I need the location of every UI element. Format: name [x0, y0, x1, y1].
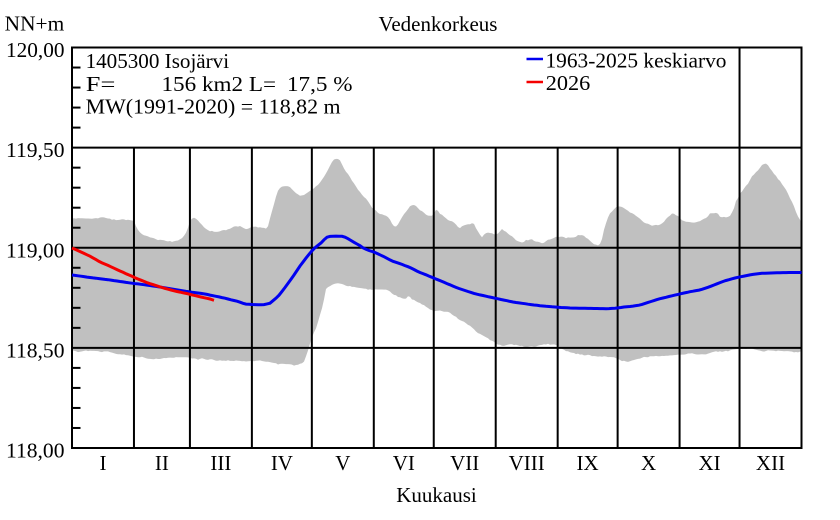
svg-text:120,00: 120,00 — [6, 38, 65, 62]
svg-text:1963-2025 keskiarvo: 1963-2025 keskiarvo — [546, 48, 727, 72]
svg-text:X: X — [641, 451, 656, 475]
svg-text:VII: VII — [450, 451, 479, 475]
svg-text:III: III — [210, 451, 231, 475]
svg-text:118,50: 118,50 — [6, 339, 65, 363]
svg-text:NN+m: NN+m — [5, 12, 64, 36]
svg-text:V: V — [335, 451, 350, 475]
svg-text:XII: XII — [756, 451, 785, 475]
svg-text:II: II — [155, 451, 169, 475]
svg-text:2026: 2026 — [546, 71, 591, 95]
svg-text:IV: IV — [271, 451, 293, 475]
svg-text:119,00: 119,00 — [6, 238, 65, 262]
svg-text:119,50: 119,50 — [6, 138, 65, 162]
svg-text:Vedenkorkeus: Vedenkorkeus — [379, 12, 498, 36]
svg-text:Kuukausi: Kuukausi — [396, 483, 477, 507]
svg-text:VI: VI — [393, 451, 415, 475]
svg-text:VIII: VIII — [509, 451, 545, 475]
svg-text:I: I — [100, 451, 107, 475]
svg-text:F=: F= — [86, 72, 116, 96]
svg-text:IX: IX — [577, 451, 599, 475]
svg-text:156 km2 L=: 156 km2 L= — [162, 72, 277, 96]
svg-text:1405300 Isojärvi: 1405300 Isojärvi — [86, 49, 230, 73]
svg-text:118,00: 118,00 — [6, 439, 65, 463]
svg-text:XI: XI — [699, 451, 721, 475]
svg-text:17,5 %: 17,5 % — [287, 72, 353, 96]
svg-text:MW(1991-2020) = 118,82 m: MW(1991-2020) = 118,82 m — [86, 95, 341, 119]
